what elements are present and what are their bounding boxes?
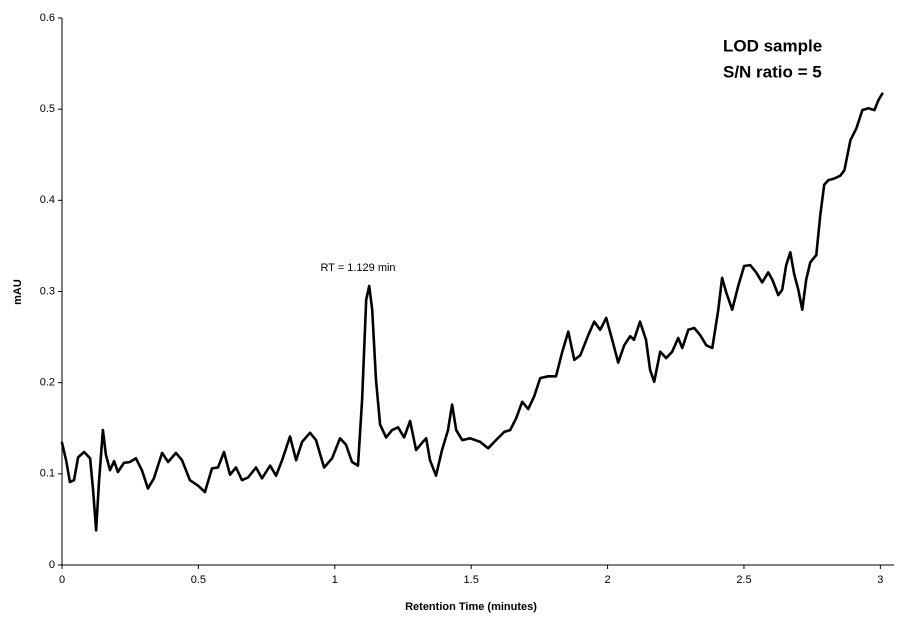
y-tick-label: 0.5 [40,103,55,115]
x-tick-label: 1.5 [464,574,479,586]
x-tick-label: 0.5 [191,574,206,586]
y-tick-label: 0 [49,559,55,571]
x-tick-label: 1 [332,574,338,586]
x-tick-label: 2.5 [736,574,751,586]
y-tick-label: 0.1 [40,468,55,480]
y-tick-label: 0.2 [40,377,55,389]
peak-annotation: RT = 1.129 min [320,262,395,274]
x-axis-title: Retention Time (minutes) [405,601,537,613]
x-tick-label: 3 [877,574,883,586]
x-tick-label: 2 [605,574,611,586]
x-tick-label: 0 [59,574,65,586]
info-annotation: S/N ratio = 5 [723,62,822,81]
y-tick-label: 0.4 [40,194,55,206]
info-annotation: LOD sample [723,36,822,55]
y-axis-title: mAU [12,279,24,305]
y-tick-label: 0.3 [40,285,55,297]
y-tick-label: 0.6 [40,12,55,24]
data-line [60,92,884,532]
